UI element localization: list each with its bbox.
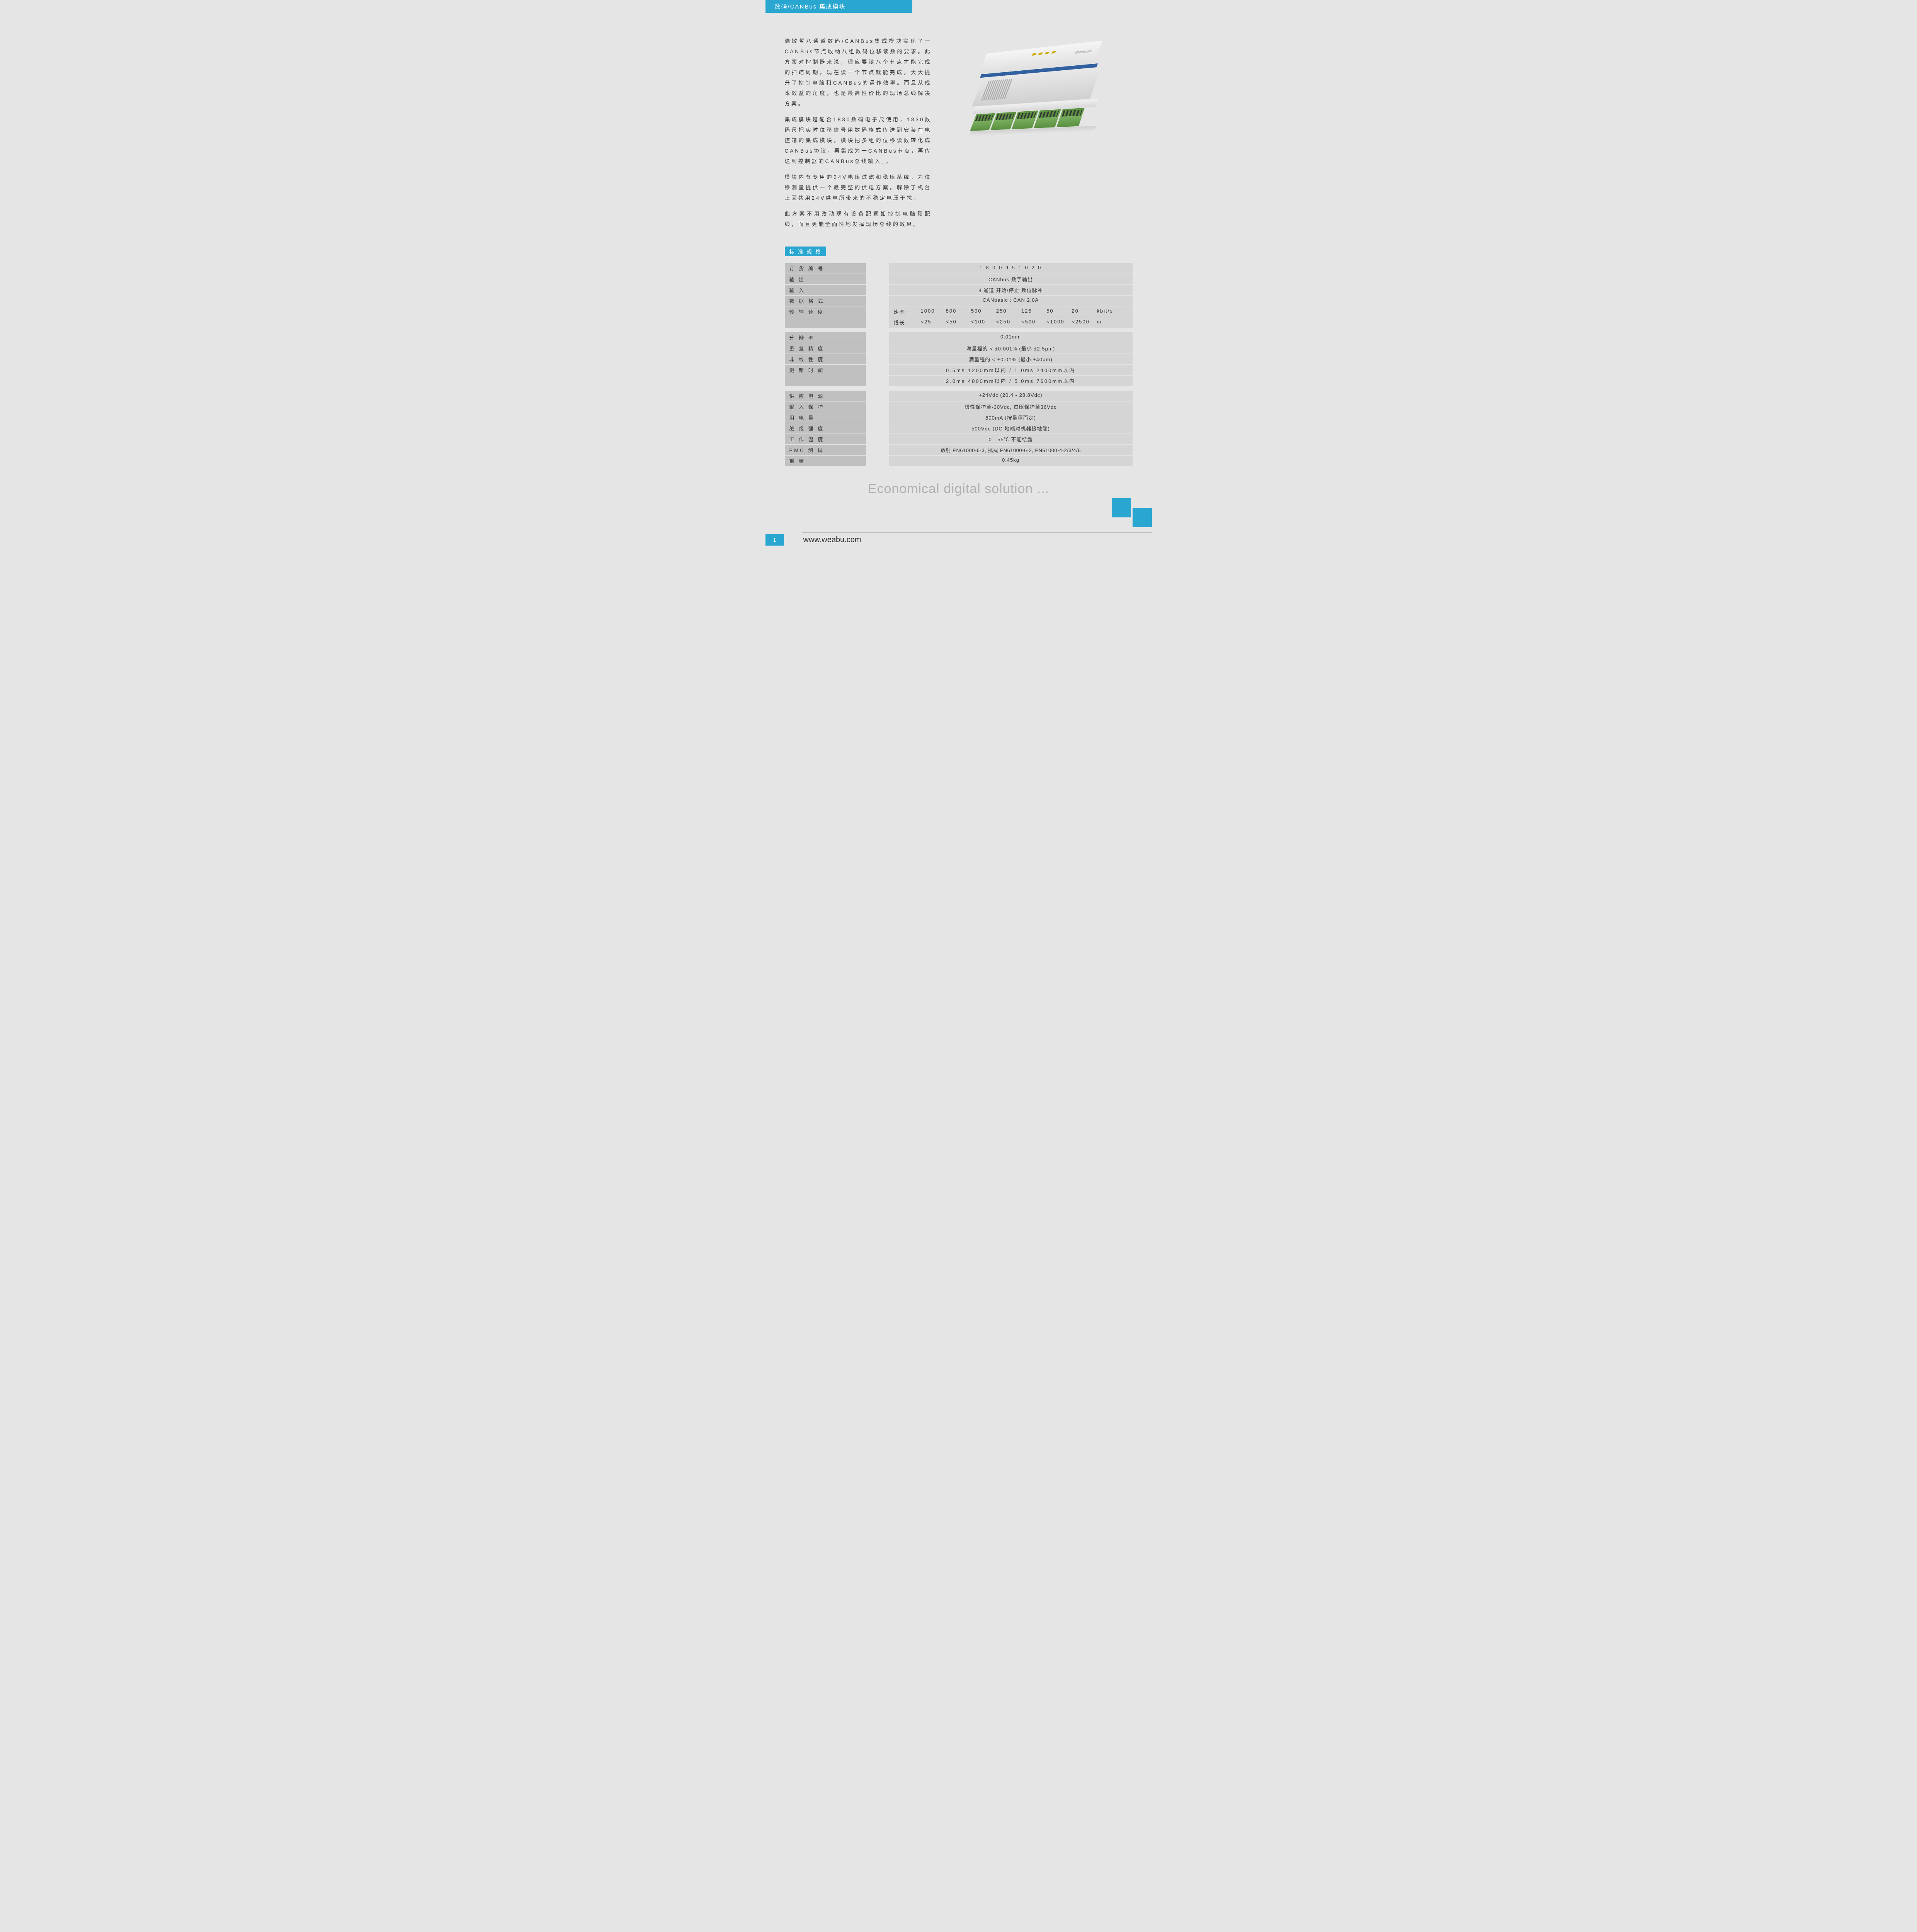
table-row: 绝 缘 强 度 500Vdc (DC 地端对机器接地端) <box>785 423 1133 434</box>
rate-value: 125 <box>1021 308 1044 315</box>
spec-value: 0.01mm <box>889 332 1133 343</box>
table-row: 工 作 温 度 0 - 55℃,不能结露 <box>785 434 1133 444</box>
led-icon <box>1038 53 1043 55</box>
spec-label: 订 货 编 号 <box>785 263 866 274</box>
table-row: 用 电 量 800mA (按量程而定) <box>785 412 1133 423</box>
content-area: 德敏哲八通道数码/CANBus集成模块实现了一CANBus节点收纳八组数码位移读… <box>765 13 1152 235</box>
spec-multi-value: 0.5ms 1200mm以内 / 1.0ms 2400mm以内 2.0ms 48… <box>889 365 1133 386</box>
spec-label: 非 线 性 度 <box>785 354 866 364</box>
tagline: Economical digital solution ... <box>765 481 1152 497</box>
spec-value: 800mA (按量程而定) <box>889 412 1133 423</box>
table-row: 供 应 电 源 +24Vdc (20.4 - 28.8Vdc) <box>785 391 1133 401</box>
table-row: 输 入 8 通道 开始/停止 数位脉冲 <box>785 285 1133 295</box>
paragraph-1: 德敏哲八通道数码/CANBus集成模块实现了一CANBus节点收纳八组数码位移读… <box>785 36 932 109</box>
paragraph-2: 集成模块是配合1830数码电子尺使用，1830数码尺把实时位移信号用数码格式传送… <box>785 114 932 167</box>
device-leds <box>1031 51 1056 56</box>
spec-value: 放射 EN61000-6-3, 抗扰 EN61000-6-2, EN61000-… <box>889 445 1133 455</box>
led-icon <box>1044 52 1050 54</box>
spec-label: 重 量 <box>785 456 866 466</box>
header-title: 数码/CANBus 集成模块 <box>765 0 912 13</box>
rate-value: 20 <box>1072 308 1095 315</box>
spec-value: 0 - 55℃,不能结露 <box>889 434 1133 444</box>
spec-value: 极性保护至-30Vdc, 过压保护至36Vdc <box>889 401 1133 412</box>
spec-rate-label: 速率: <box>894 308 921 315</box>
spec-label: 输 入 保 护 <box>785 401 866 412</box>
spec-length-label: 线长: <box>894 319 921 326</box>
spec-label: 用 电 量 <box>785 412 866 423</box>
spec-table-group3: 供 应 电 源 +24Vdc (20.4 - 28.8Vdc) 输 入 保 护 … <box>785 391 1133 466</box>
spec-label: 重 复 精 度 <box>785 343 866 354</box>
section-title-specs: 标 准 规 格 <box>785 247 827 256</box>
length-value: <2500 <box>1072 319 1095 326</box>
device-brand-label: Germanjet <box>1074 49 1092 54</box>
length-value: <250 <box>996 319 1019 326</box>
spec-multi-value: 速率: 1000 800 500 250 125 50 20 kbit/s 线长… <box>889 306 1133 328</box>
spec-value: 500Vdc (DC 地端对机器接地端) <box>889 423 1133 434</box>
table-row: 分 辩 率 0.01mm <box>785 332 1133 343</box>
led-icon <box>1031 53 1036 56</box>
spec-value: +24Vdc (20.4 - 28.8Vdc) <box>889 391 1133 401</box>
spec-label: 工 作 温 度 <box>785 434 866 444</box>
table-row: 输 入 保 护 极性保护至-30Vdc, 过压保护至36Vdc <box>785 401 1133 412</box>
footer-bar: 1 www.weabu.com <box>765 533 1152 546</box>
spec-label: 更 新 时 间 <box>785 365 866 386</box>
rate-value: 250 <box>996 308 1019 315</box>
table-row: 非 线 性 度 满量程的 < ±0.01% (最小 ±40μm) <box>785 354 1133 364</box>
spec-table-group2: 分 辩 率 0.01mm 重 复 精 度 满量程的 < ±0.001% (最小 … <box>785 332 1133 386</box>
website-url: www.weabu.com <box>803 536 861 544</box>
length-value: <100 <box>971 319 994 326</box>
table-row: 传 输 速 度 速率: 1000 800 500 250 125 50 20 k… <box>785 306 1133 328</box>
table-row: 输 出 CANbus 数字输出 <box>785 274 1133 284</box>
length-unit: m <box>1097 319 1128 326</box>
spec-value: 1 8 0 0 9 5 1 0 2 0 <box>889 263 1133 274</box>
spec-table-group1: 订 货 编 号 1 8 0 0 9 5 1 0 2 0 输 出 CANbus 数… <box>785 263 1133 328</box>
decoration-box-icon <box>1112 498 1131 517</box>
table-row: 更 新 时 间 0.5ms 1200mm以内 / 1.0ms 2400mm以内 … <box>785 365 1133 386</box>
rate-value: 800 <box>946 308 969 315</box>
product-image-column: Germanjet <box>943 36 1133 235</box>
spec-value: CANbus 数字输出 <box>889 274 1133 284</box>
update-line1: 0.5ms 1200mm以内 / 1.0ms 2400mm以内 <box>889 365 1133 375</box>
spec-length-row: 线长: <25 <50 <100 <250 <500 <1000 <2500 m <box>889 317 1133 328</box>
paragraph-4: 此方案不用改动现有设备配置如控制电脑和配线，而且更能全面性地发挥现场总线的效果。 <box>785 209 932 230</box>
page-number: 1 <box>765 534 784 546</box>
table-row: 重 复 精 度 满量程的 < ±0.001% (最小 ±2.5μm) <box>785 343 1133 354</box>
spec-label: 分 辩 率 <box>785 332 866 343</box>
length-value: <1000 <box>1046 319 1070 326</box>
body-text-column: 德敏哲八通道数码/CANBus集成模块实现了一CANBus节点收纳八组数码位移读… <box>785 36 932 235</box>
update-line2: 2.0ms 4800mm以内 / 5.0ms 7600mm以内 <box>889 376 1133 386</box>
spec-rate-row: 速率: 1000 800 500 250 125 50 20 kbit/s <box>889 306 1133 317</box>
table-row: EMC 测 试 放射 EN61000-6-3, 抗扰 EN61000-6-2, … <box>785 445 1133 455</box>
page: 数码/CANBus 集成模块 德敏哲八通道数码/CANBus集成模块实现了一CA… <box>765 0 1152 546</box>
spec-label: 供 应 电 源 <box>785 391 866 401</box>
rate-value: 50 <box>1046 308 1070 315</box>
paragraph-3: 模块内有专用的24V电压过滤和稳压系统。为位移测量提供一个最完整的供电方案。解除… <box>785 172 932 203</box>
spec-label: 数 据 格 式 <box>785 296 866 306</box>
table-row: 重 量 0.45kg <box>785 456 1133 466</box>
rate-value: 1000 <box>921 308 944 315</box>
spec-value: 满量程的 < ±0.001% (最小 ±2.5μm) <box>889 343 1133 354</box>
length-value: <25 <box>921 319 944 326</box>
led-icon <box>1051 51 1056 54</box>
length-value: <500 <box>1021 319 1044 326</box>
rate-value: 500 <box>971 308 994 315</box>
table-row: 订 货 编 号 1 8 0 0 9 5 1 0 2 0 <box>785 263 1133 274</box>
rate-unit: kbit/s <box>1097 308 1128 315</box>
footer-decoration <box>1112 508 1152 527</box>
spec-value: 0.45kg <box>889 456 1133 466</box>
spec-label: 输 入 <box>785 285 866 295</box>
device-illustration: Germanjet <box>964 39 1121 154</box>
spec-value: 8 通道 开始/停止 数位脉冲 <box>889 285 1133 295</box>
spec-label: 输 出 <box>785 274 866 284</box>
decoration-box-icon <box>1133 508 1152 527</box>
spec-label: EMC 测 试 <box>785 445 866 455</box>
spec-value: CANbasic : CAN 2.0A <box>889 296 1133 306</box>
table-row: 数 据 格 式 CANbasic : CAN 2.0A <box>785 296 1133 306</box>
spec-label: 传 输 速 度 <box>785 306 866 328</box>
spec-value: 满量程的 < ±0.01% (最小 ±40μm) <box>889 354 1133 364</box>
length-value: <50 <box>946 319 969 326</box>
spec-label: 绝 缘 强 度 <box>785 423 866 434</box>
